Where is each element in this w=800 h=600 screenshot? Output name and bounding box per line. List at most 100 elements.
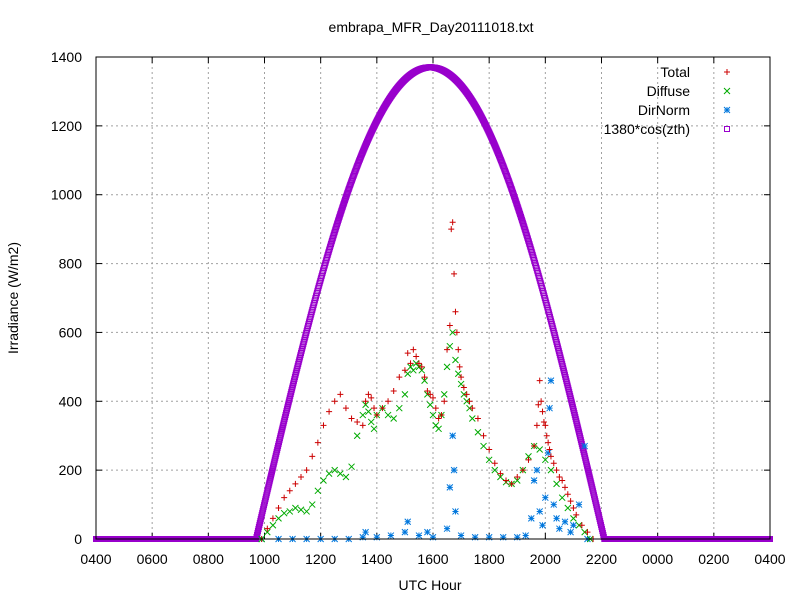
x-tick-label: 1600 (417, 551, 448, 567)
diffuse-point (497, 473, 504, 481)
diffuse-point (429, 411, 437, 419)
dirnorm-point (457, 532, 465, 539)
diffuse-point (457, 380, 465, 388)
total-point (424, 387, 431, 394)
diffuse-point (390, 415, 398, 422)
total-point (543, 432, 550, 439)
x-axis: 0400 0600 0800 1000 1200 1400 1600 1800 2000 2200… (80, 57, 786, 567)
legend: Total Diffuse DirNorm 1380*cos(zth) (604, 64, 731, 137)
total-point (269, 515, 276, 522)
diffuse-point (468, 415, 476, 422)
total-point (463, 391, 470, 398)
total-point (536, 377, 543, 384)
total-point (542, 422, 549, 429)
total-point (303, 467, 310, 474)
dirnorm-point (541, 494, 549, 502)
dirnorm-point (415, 532, 423, 539)
total-point (385, 398, 392, 405)
total-point (556, 474, 563, 481)
dirnorm-point (373, 533, 381, 541)
legend-marker (723, 106, 731, 114)
total-point (584, 529, 591, 536)
total-point (435, 415, 442, 422)
total-point (326, 408, 333, 415)
diffuse-point (331, 466, 339, 474)
dirnorm-point (499, 533, 507, 541)
total-point (427, 391, 434, 398)
x-tick-label: 0600 (137, 551, 168, 567)
diffuse-point (426, 401, 434, 409)
total-point (401, 367, 408, 374)
total-point (438, 412, 445, 419)
diffuse-point (401, 391, 409, 398)
total-point (410, 346, 417, 353)
total-point (535, 401, 542, 408)
total-point (519, 467, 526, 474)
total-point (561, 484, 568, 491)
total-point (545, 439, 552, 446)
dirnorm-point (485, 533, 493, 541)
x-tick-label: 1400 (361, 551, 392, 567)
grid (96, 57, 770, 539)
dirnorm-point (536, 508, 544, 515)
dirnorm-point (567, 528, 574, 536)
total-point (292, 480, 299, 487)
diffuse-point (452, 356, 459, 364)
diffuse-point (446, 342, 454, 350)
y-tick-label: 1400 (51, 49, 82, 65)
chart-title: embrapa_MFR_Day20111018.txt (329, 19, 534, 35)
y-tick-label: 800 (59, 256, 83, 272)
dirnorm-point (449, 432, 457, 440)
total-point (373, 412, 380, 419)
total-point (460, 384, 467, 391)
y-axis: 0 200 400 600 800 1000 1200 1400 (51, 49, 770, 547)
total-point (362, 398, 369, 405)
y-tick-label: 1000 (51, 187, 82, 203)
y-tick-label: 600 (59, 324, 83, 340)
total-point (418, 363, 425, 370)
total-point (337, 391, 344, 398)
total-point (404, 350, 411, 357)
diffuse-point (353, 432, 361, 440)
total-point (503, 477, 510, 484)
total-point (570, 505, 577, 512)
total-point (309, 453, 316, 460)
total-point (446, 322, 453, 329)
total-point (348, 415, 355, 422)
dirnorm-point (547, 377, 555, 384)
total-point (365, 391, 372, 398)
dirnorm-point (570, 521, 577, 529)
legend-label: 1380*cos(zth) (604, 121, 690, 137)
legend-marker (724, 126, 730, 132)
x-tick-label: 1200 (305, 551, 336, 567)
diffuse-point (280, 509, 288, 517)
diffuse-point (395, 404, 403, 412)
x-tick-label: 1800 (474, 551, 505, 567)
total-point (331, 398, 338, 405)
total-point (578, 522, 585, 529)
total-point (448, 226, 455, 233)
diffuse-point (320, 477, 327, 484)
total-point (567, 498, 574, 505)
total-point (514, 474, 521, 481)
legend-label: DirNorm (638, 102, 690, 118)
diffuse-point (558, 494, 566, 502)
y-tick-label: 1200 (51, 118, 82, 134)
total-point (466, 398, 473, 405)
total-point (371, 405, 378, 412)
x-tick-label: 0000 (642, 551, 673, 567)
x-tick-label: 2200 (586, 551, 617, 567)
total-point (474, 415, 481, 422)
dirnorm-point (443, 525, 451, 533)
diffuse-point (491, 466, 499, 474)
total-point (342, 405, 349, 412)
total-point (390, 387, 397, 394)
dirnorm-point (513, 533, 521, 541)
total-point (455, 346, 462, 353)
total-point (444, 346, 451, 353)
dirnorm-point (533, 466, 541, 474)
dirnorm-point (446, 484, 454, 491)
diffuse-point (440, 391, 448, 398)
diffuse-point (269, 521, 277, 529)
dirnorm-point (539, 521, 546, 529)
